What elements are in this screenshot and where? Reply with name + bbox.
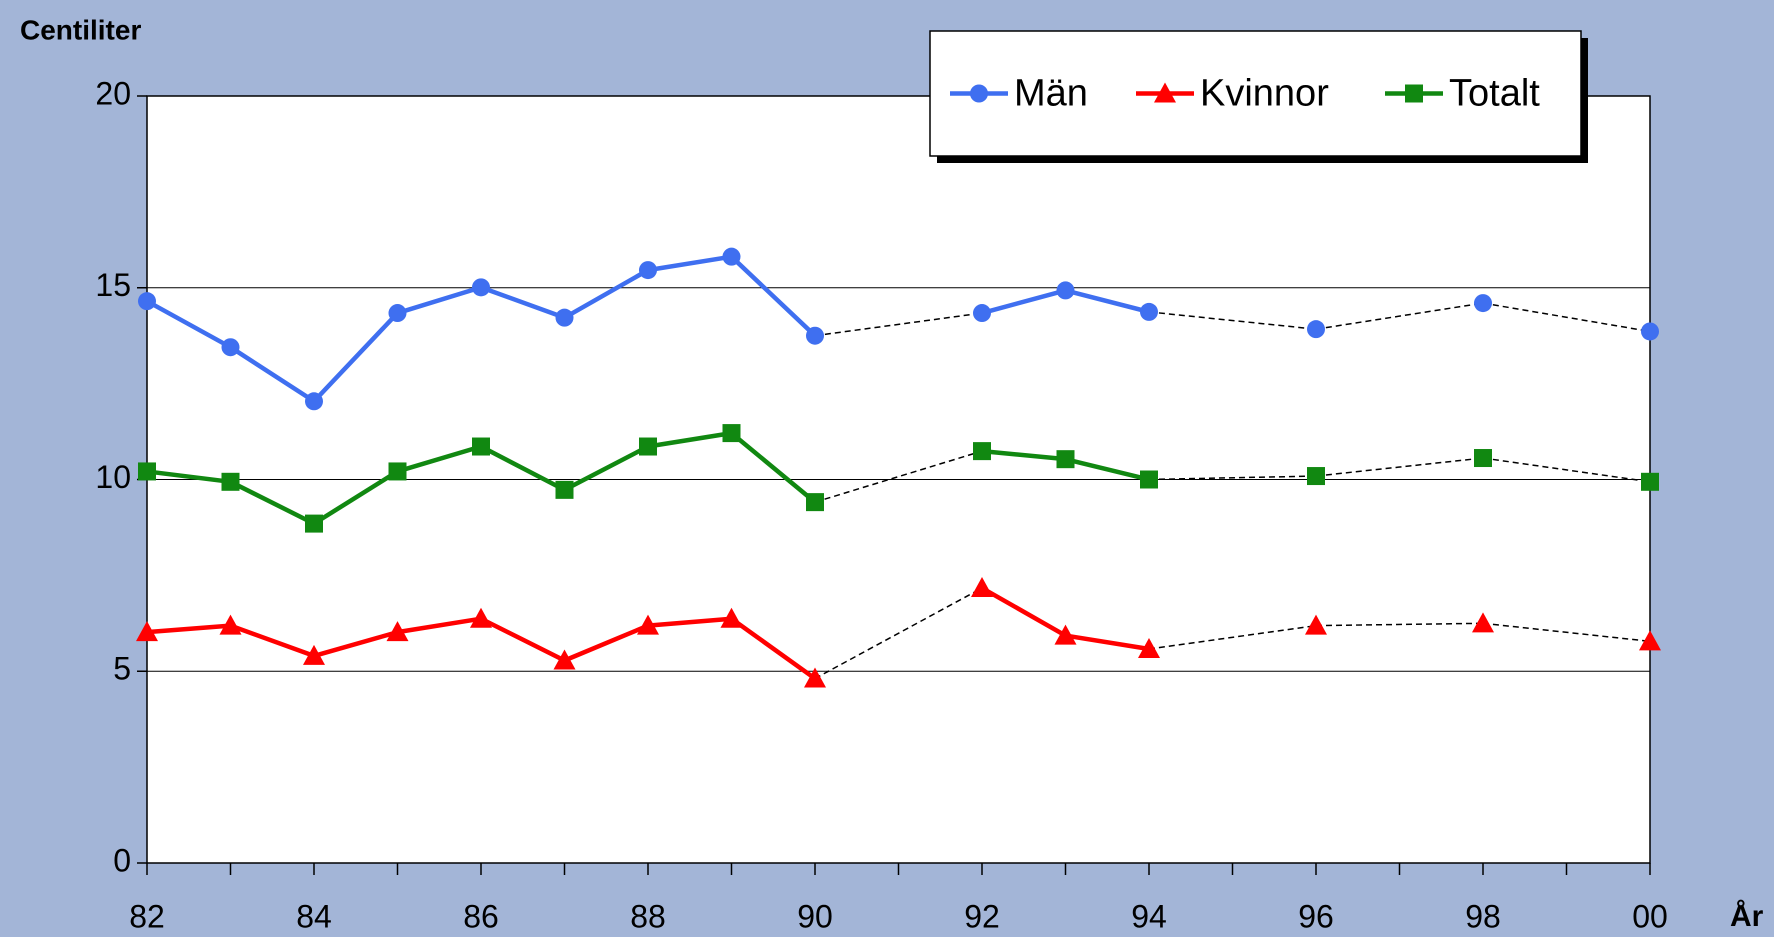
legend-marker xyxy=(1154,82,1176,103)
gap-bridge xyxy=(1482,302,1651,333)
marker xyxy=(305,392,323,411)
marker xyxy=(555,308,574,327)
marker xyxy=(1138,638,1160,659)
x-tick-label: 92 xyxy=(964,898,1000,934)
marker xyxy=(804,667,826,688)
x-tick-label: 00 xyxy=(1632,898,1668,934)
marker xyxy=(472,278,490,297)
marker xyxy=(305,514,323,533)
marker xyxy=(388,462,407,481)
marker xyxy=(386,621,409,642)
marker xyxy=(1474,294,1492,313)
marker xyxy=(639,261,657,280)
x-tick-label: 94 xyxy=(1131,898,1167,934)
marker xyxy=(1474,449,1492,468)
marker xyxy=(472,437,490,456)
marker xyxy=(136,621,158,642)
x-tick-label: 96 xyxy=(1298,898,1334,934)
y-tick-label: 15 xyxy=(95,267,131,303)
legend-label: Män xyxy=(1014,73,1088,115)
marker xyxy=(1054,624,1077,645)
gap-bridge xyxy=(814,587,983,680)
legend-marker xyxy=(970,84,988,103)
y-tick-label: 0 xyxy=(113,842,131,878)
x-tick-label: 98 xyxy=(1465,898,1501,934)
x-tick-label: 88 xyxy=(630,898,666,934)
legend-label: Totalt xyxy=(1449,73,1540,115)
marker xyxy=(1472,612,1494,633)
marker xyxy=(1641,322,1659,341)
gap-bridge xyxy=(814,450,983,503)
marker xyxy=(637,614,659,635)
marker xyxy=(806,326,824,345)
marker xyxy=(722,424,741,443)
marker xyxy=(722,247,741,266)
marker xyxy=(1140,470,1158,489)
marker xyxy=(720,607,743,628)
marker xyxy=(555,480,574,499)
x-tick-label: 82 xyxy=(129,898,165,934)
legend-marker xyxy=(1405,84,1423,103)
gap-bridge xyxy=(814,312,983,337)
marker xyxy=(973,304,991,323)
marker xyxy=(303,644,325,665)
marker xyxy=(806,493,824,512)
marker xyxy=(138,292,156,311)
gap-bridge xyxy=(1315,302,1484,330)
marker xyxy=(1639,630,1661,651)
marker xyxy=(1641,472,1659,491)
y-axis-label: Centiliter xyxy=(20,14,141,45)
marker xyxy=(971,577,993,598)
marker xyxy=(221,338,240,357)
legend-label: Kvinnor xyxy=(1200,73,1329,115)
marker xyxy=(639,437,657,456)
marker xyxy=(1056,450,1075,469)
marker xyxy=(221,472,240,491)
gap-bridge xyxy=(1148,311,1317,330)
y-tick-label: 20 xyxy=(95,75,131,111)
gap-bridge xyxy=(1148,475,1317,481)
marker xyxy=(1305,614,1327,635)
gap-bridge xyxy=(1315,457,1484,477)
marker xyxy=(1056,281,1075,300)
y-tick-label: 10 xyxy=(95,459,131,495)
marker xyxy=(470,607,492,628)
marker xyxy=(1307,467,1325,486)
x-tick-label: 84 xyxy=(296,898,332,934)
marker xyxy=(1140,302,1158,321)
marker xyxy=(138,462,156,481)
marker xyxy=(973,442,991,461)
gap-bridge xyxy=(1315,622,1484,627)
gap-bridge xyxy=(1482,622,1651,643)
marker xyxy=(219,614,242,635)
marker xyxy=(553,649,576,670)
x-axis-label: År xyxy=(1730,900,1764,933)
y-tick-label: 5 xyxy=(113,651,131,687)
legend xyxy=(929,30,1582,157)
marker xyxy=(388,304,407,323)
x-tick-label: 86 xyxy=(463,898,499,934)
gap-bridge xyxy=(1482,457,1651,483)
x-tick-label: 90 xyxy=(797,898,833,934)
marker xyxy=(1307,320,1325,339)
gap-bridge xyxy=(1148,624,1317,650)
